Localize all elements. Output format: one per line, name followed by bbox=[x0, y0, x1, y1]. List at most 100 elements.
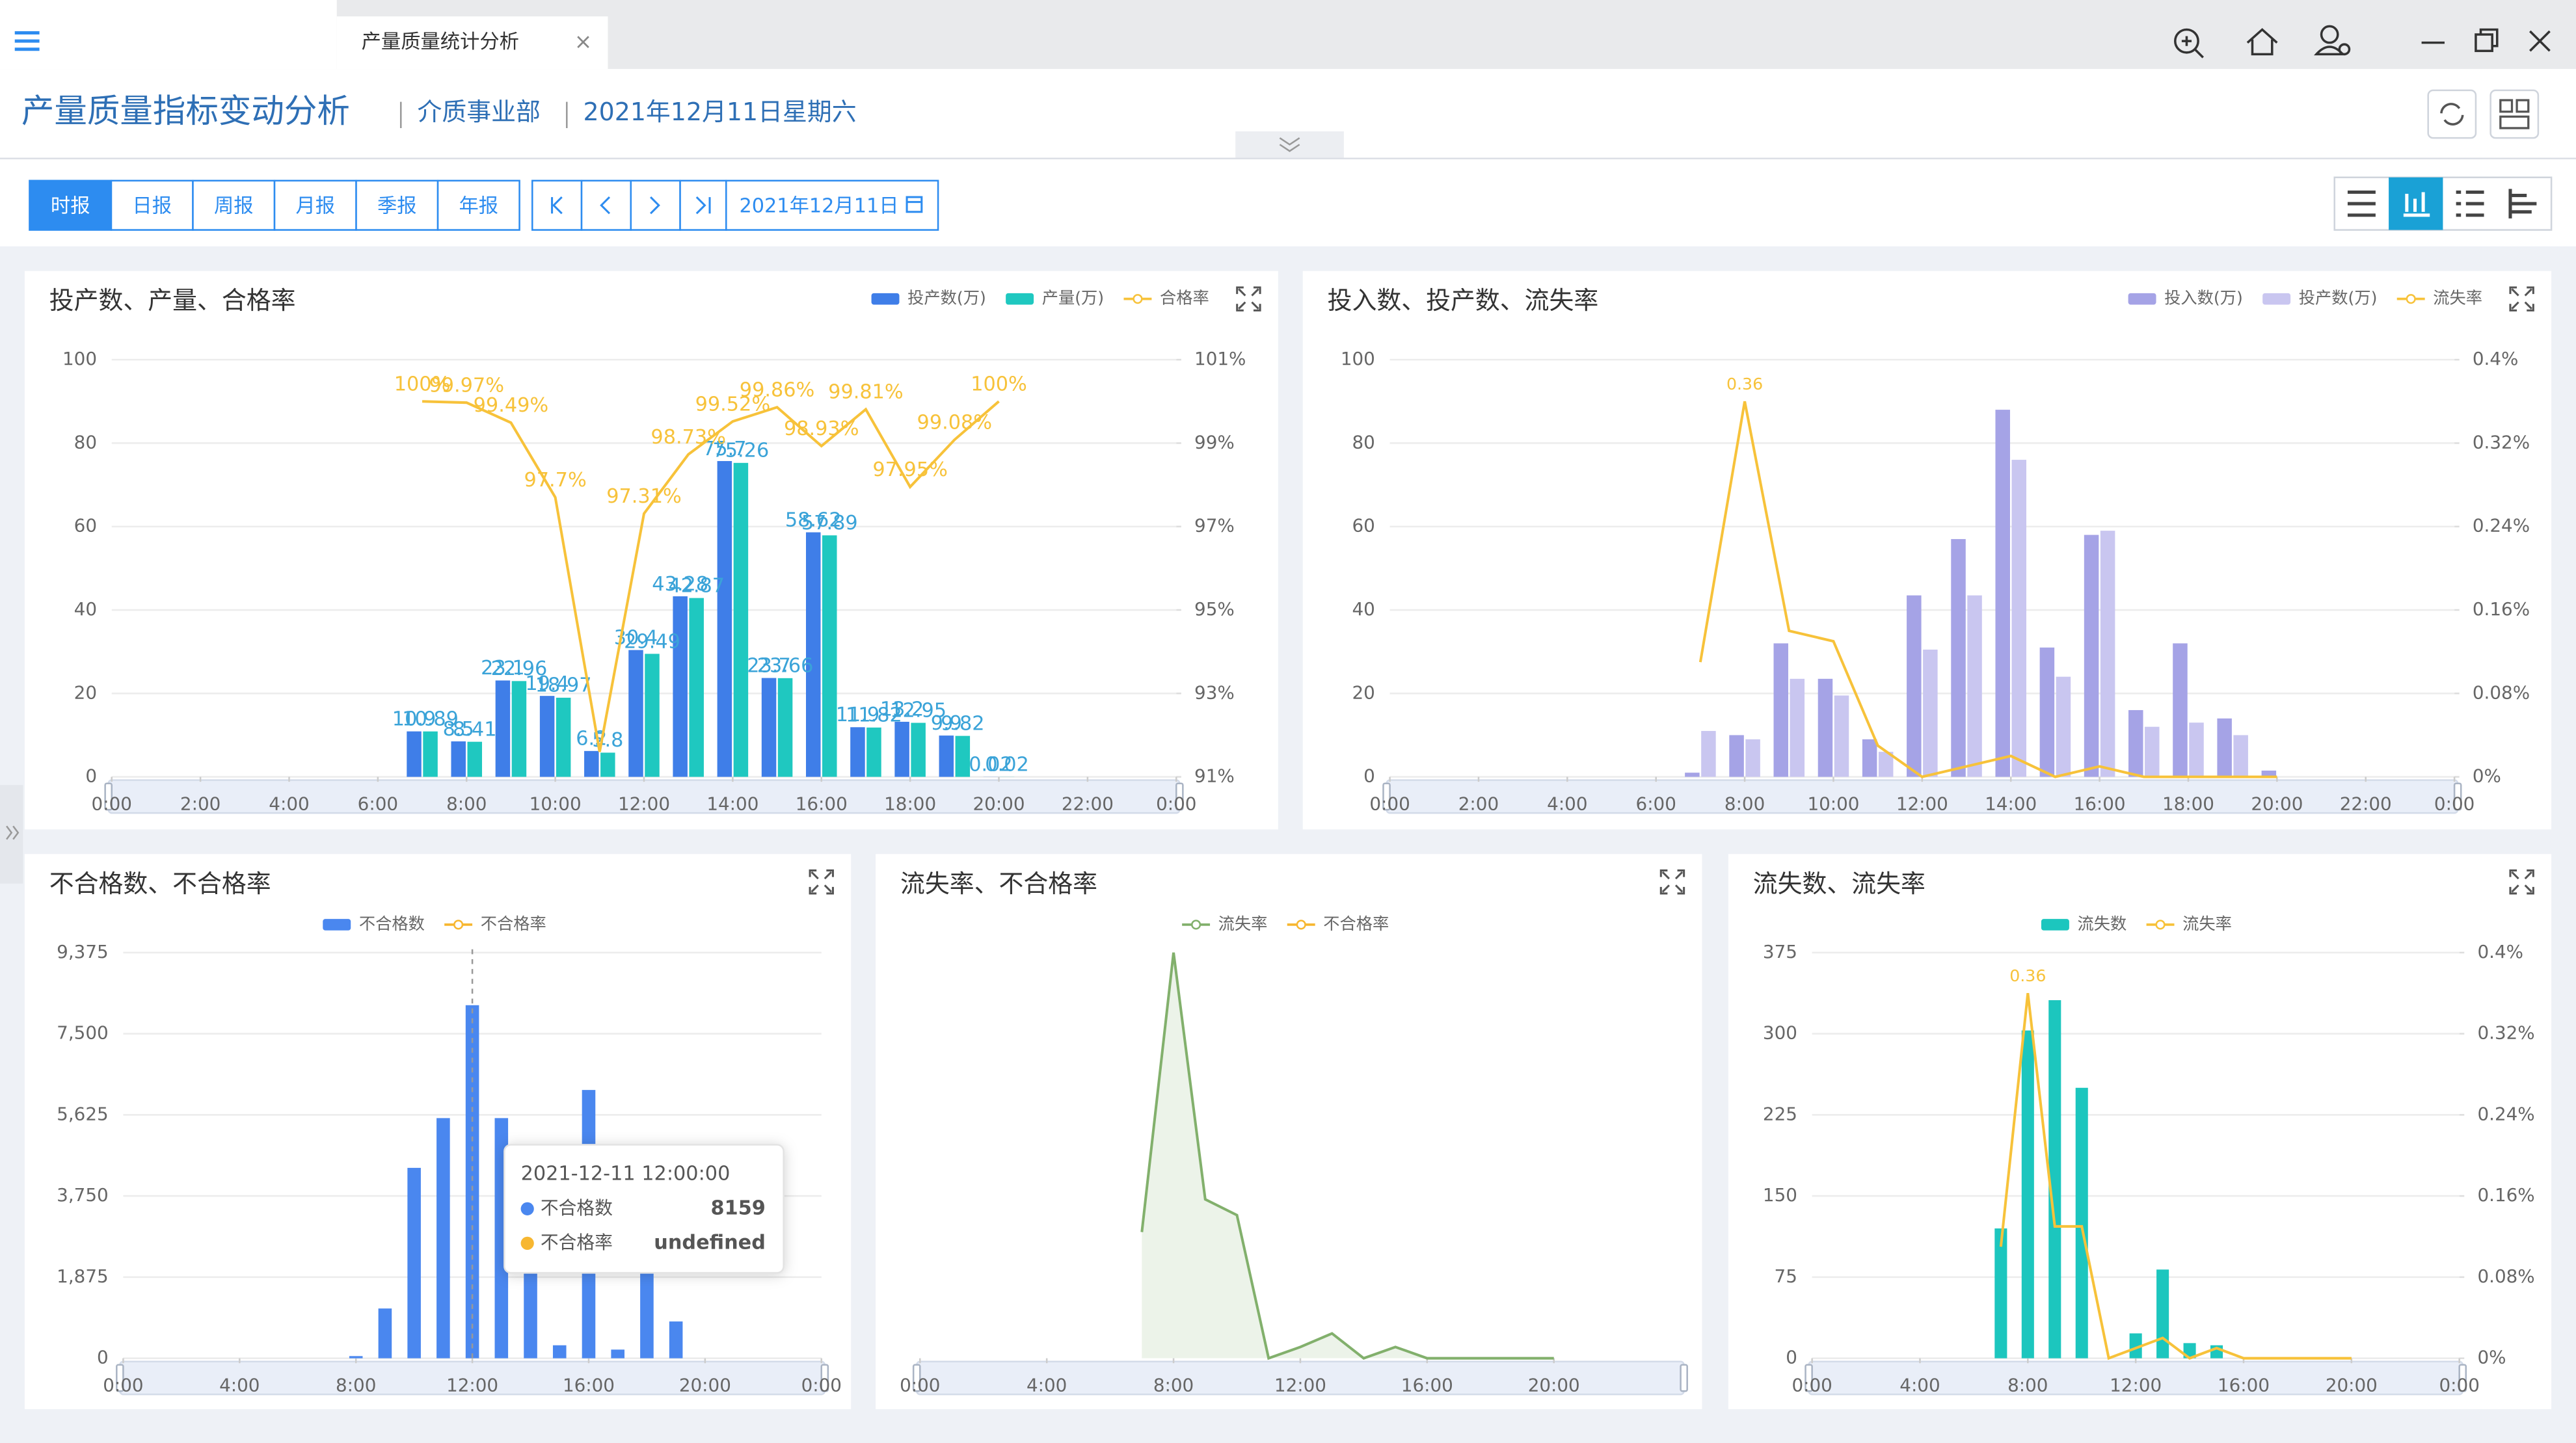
tooltip-name: 不合格率 bbox=[541, 1232, 613, 1253]
period-button[interactable] bbox=[110, 179, 194, 231]
bar bbox=[2100, 531, 2115, 777]
y-tick-label: 150 bbox=[1763, 1184, 1797, 1206]
period-label[interactable]: 年报 bbox=[459, 195, 499, 218]
legend-label[interactable]: 投产数(万) bbox=[907, 289, 986, 308]
legend-item[interactable]: 流失率 bbox=[1182, 914, 1267, 933]
legend-label[interactable]: 流失率 bbox=[1218, 914, 1268, 933]
y-tick-label: 80 bbox=[74, 431, 97, 453]
bar-label: 10.89 bbox=[402, 708, 459, 731]
bar bbox=[2128, 709, 2143, 777]
bar bbox=[689, 598, 704, 777]
x-tick-label: 12:00 bbox=[1896, 793, 1948, 815]
slider-handle[interactable] bbox=[104, 782, 113, 811]
period-label[interactable]: 日报 bbox=[132, 195, 172, 218]
legend-item[interactable]: 流失率 bbox=[2146, 914, 2232, 933]
legend-item[interactable]: 产量(万) bbox=[1006, 289, 1104, 308]
period-button[interactable] bbox=[192, 179, 276, 231]
line bbox=[422, 400, 1000, 752]
slider-handle[interactable] bbox=[2453, 782, 2462, 811]
slider-handle[interactable] bbox=[2458, 1364, 2467, 1392]
period-label[interactable]: 季报 bbox=[377, 195, 417, 218]
legend-item[interactable]: 投产数(万) bbox=[2262, 289, 2377, 308]
expand-icon[interactable] bbox=[809, 869, 834, 895]
toggle-list[interactable] bbox=[2347, 190, 2376, 217]
slider-handle[interactable] bbox=[1382, 782, 1391, 811]
period-label[interactable]: 月报 bbox=[295, 195, 335, 218]
layout-button[interactable] bbox=[2489, 89, 2540, 139]
legend-label[interactable]: 流失率 bbox=[2182, 914, 2232, 933]
panel-background bbox=[876, 854, 1702, 1409]
bar bbox=[451, 741, 466, 777]
menu-button[interactable] bbox=[14, 31, 40, 51]
legend-label[interactable]: 合格率 bbox=[1160, 289, 1209, 308]
legend-swatch bbox=[2041, 919, 2069, 931]
legend-label[interactable]: 投产数(万) bbox=[2299, 289, 2378, 308]
date-picker-text[interactable]: 2021年12月11日 bbox=[739, 195, 898, 218]
prev-button[interactable] bbox=[580, 179, 632, 231]
legend-label[interactable]: 不合格率 bbox=[1323, 914, 1389, 933]
first-button[interactable] bbox=[531, 179, 583, 231]
slider-handle[interactable] bbox=[1175, 782, 1184, 811]
last-button[interactable] bbox=[679, 179, 727, 231]
refresh-button[interactable] bbox=[2427, 89, 2477, 139]
bar bbox=[584, 750, 599, 777]
x-tick-label: 0:00 bbox=[92, 793, 132, 815]
legend-item[interactable]: 不合格率 bbox=[1287, 914, 1389, 933]
home-icon[interactable] bbox=[2246, 28, 2278, 56]
legend-label[interactable]: 不合格数 bbox=[359, 914, 425, 933]
close-icon[interactable] bbox=[2529, 30, 2551, 52]
bar bbox=[1745, 739, 1760, 777]
next-button[interactable] bbox=[630, 179, 681, 231]
slider-handle[interactable] bbox=[820, 1364, 829, 1392]
toggle-chart[interactable] bbox=[2403, 192, 2430, 217]
expand-icon[interactable] bbox=[2509, 286, 2534, 311]
expand-icon[interactable] bbox=[1659, 869, 1685, 895]
user-icon[interactable] bbox=[2314, 25, 2351, 56]
slider-handle[interactable] bbox=[1680, 1364, 1688, 1392]
tab[interactable] bbox=[336, 16, 608, 70]
expand-icon[interactable] bbox=[2509, 869, 2534, 895]
legend-item[interactable]: 投产数(万) bbox=[871, 289, 986, 308]
period-label[interactable]: 周报 bbox=[214, 195, 254, 218]
collapse-handle[interactable] bbox=[1235, 131, 1344, 158]
legend-dot bbox=[1133, 294, 1143, 304]
slider-handle[interactable] bbox=[116, 1364, 124, 1392]
date-picker[interactable] bbox=[725, 179, 939, 231]
bar bbox=[2021, 1030, 2034, 1358]
toggle-bars[interactable] bbox=[2508, 189, 2537, 218]
x-tick-label: 20:00 bbox=[679, 1375, 731, 1396]
restore-icon[interactable] bbox=[2475, 28, 2499, 53]
slider-handle[interactable] bbox=[1805, 1364, 1813, 1392]
legend-item[interactable]: 不合格率 bbox=[444, 914, 546, 933]
toggle-detail[interactable] bbox=[2456, 190, 2484, 217]
tab-close[interactable]: × bbox=[574, 29, 593, 54]
legend-item[interactable]: 流失数 bbox=[2041, 914, 2127, 933]
tab-title[interactable]: 产量质量统计分析 bbox=[362, 31, 519, 53]
legend-item[interactable]: 不合格数 bbox=[323, 914, 425, 933]
x-tick-label: 18:00 bbox=[2162, 793, 2214, 815]
y2-tick-label: 91% bbox=[1194, 765, 1235, 787]
legend-label[interactable]: 投入数(万) bbox=[2164, 289, 2243, 308]
x-tick-label: 12:00 bbox=[618, 793, 670, 815]
slider-handle[interactable] bbox=[912, 1364, 921, 1392]
y2-tick-label: 101% bbox=[1194, 348, 1246, 369]
legend-label[interactable]: 产量(万) bbox=[1042, 289, 1104, 308]
period-button[interactable] bbox=[273, 179, 357, 231]
legend-label[interactable]: 不合格率 bbox=[481, 914, 546, 933]
legend-item[interactable]: 流失率 bbox=[2396, 289, 2482, 308]
period-label[interactable]: 时报 bbox=[51, 195, 90, 218]
expand-icon[interactable] bbox=[1236, 286, 1261, 311]
zoom-icon[interactable] bbox=[2174, 28, 2204, 59]
legend-item[interactable]: 合格率 bbox=[1123, 289, 1209, 308]
y-tick-label: 60 bbox=[74, 515, 97, 536]
bar bbox=[1951, 538, 1966, 777]
x-tick-label: 12:00 bbox=[446, 1375, 498, 1396]
legend-label[interactable]: 流失数 bbox=[2078, 914, 2127, 933]
legend-item[interactable]: 投入数(万) bbox=[2128, 289, 2243, 308]
x-tick-label: 4:00 bbox=[1547, 793, 1587, 815]
side-handle[interactable] bbox=[0, 785, 23, 884]
bar bbox=[1923, 649, 1938, 777]
legend-label[interactable]: 流失率 bbox=[2433, 289, 2482, 308]
period-button[interactable] bbox=[436, 179, 520, 231]
y2-tick-label: 93% bbox=[1194, 682, 1235, 703]
